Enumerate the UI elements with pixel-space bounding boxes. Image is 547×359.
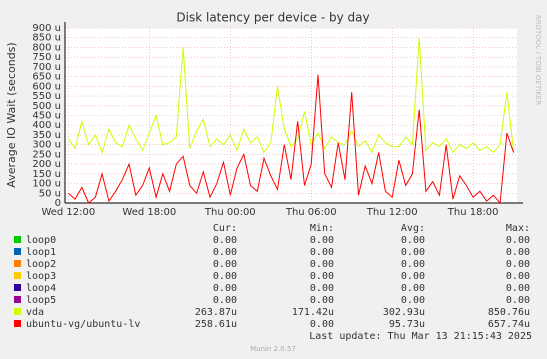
y-tick-label: 500 u	[32, 101, 61, 112]
y-tick-label: 450 u	[32, 111, 61, 122]
legend-stat: 0.00	[401, 295, 425, 306]
x-tick-label: Thu 18:00	[447, 207, 499, 218]
legend-stat: 0.00	[401, 283, 425, 294]
legend-stat: 0.00	[310, 247, 334, 258]
side-text: RRDTOOL / TOBI OETIKER	[534, 15, 542, 105]
stat-header: Cur:	[213, 223, 237, 234]
legend-stat: 258.61u	[195, 319, 237, 330]
y-tick-label: 350 u	[32, 130, 61, 141]
series-line	[67, 37, 515, 154]
y-tick-label: 0	[55, 198, 61, 209]
legend-stat: 0.00	[506, 235, 530, 246]
y-tick-label: 900 u	[32, 23, 61, 34]
y-tick-label: 50 u	[39, 188, 61, 199]
legend-swatch	[14, 248, 21, 255]
stat-header: Min:	[310, 223, 334, 234]
y-tick-label: 300 u	[32, 140, 61, 151]
y-tick-label: 150 u	[32, 169, 61, 180]
legend-label: loop2	[26, 259, 56, 270]
chart-title: Disk latency per device - by day	[176, 11, 369, 25]
legend-swatch	[14, 272, 21, 279]
legend-stat: 0.00	[506, 283, 530, 294]
legend-stat: 0.00	[506, 295, 530, 306]
x-tick-label: Thu 00:00	[204, 207, 256, 218]
legend-stat: 0.00	[213, 259, 237, 270]
stat-header: Avg:	[401, 223, 425, 234]
y-tick-label: 600 u	[32, 81, 61, 92]
legend-stat: 0.00	[401, 247, 425, 258]
y-tick-label: 650 u	[32, 72, 61, 83]
legend-label: loop0	[26, 235, 56, 246]
x-tick-label: Thu 06:00	[285, 207, 337, 218]
x-tick-label: Thu 12:00	[366, 207, 418, 218]
last-update: Last update: Thu Mar 13 21:15:43 2025	[309, 331, 532, 342]
series-line	[68, 74, 515, 205]
footer: Munin 2.0.57	[250, 345, 296, 353]
legend-stat: 0.00	[213, 271, 237, 282]
legend-swatch	[14, 284, 21, 291]
legend-stat: 0.00	[401, 235, 425, 246]
x-tick-label: Wed 18:00	[122, 207, 176, 218]
legend-stat: 0.00	[213, 247, 237, 258]
legend-label: loop5	[26, 295, 56, 306]
legend-stat: 263.87u	[195, 307, 237, 318]
y-tick-label: 850 u	[32, 33, 61, 44]
legend-label: loop4	[26, 283, 56, 294]
y-tick-label: 550 u	[32, 91, 61, 102]
legend-stat: 0.00	[213, 235, 237, 246]
y-tick-label: 100 u	[32, 179, 61, 190]
legend-swatch	[14, 296, 21, 303]
legend-stat: 95.73u	[389, 319, 425, 330]
legend-stat: 0.00	[310, 295, 334, 306]
legend-stat: 0.00	[213, 283, 237, 294]
legend-stat: 171.42u	[292, 307, 334, 318]
legend-label: ubuntu-vg/ubuntu-lv	[26, 319, 140, 330]
legend-stat: 302.93u	[383, 307, 425, 318]
legend-stat: 0.00	[401, 271, 425, 282]
legend-label: vda	[26, 307, 44, 318]
legend-swatch	[14, 260, 21, 267]
legend-label: loop3	[26, 271, 56, 282]
legend-stat: 0.00	[310, 319, 334, 330]
legend-stat: 0.00	[506, 259, 530, 270]
legend-stat: 0.00	[213, 295, 237, 306]
legend-label: loop1	[26, 247, 56, 258]
y-tick-label: 750 u	[32, 52, 61, 63]
legend-swatch	[14, 236, 21, 243]
x-tick-label: Wed 12:00	[41, 207, 95, 218]
legend-stat: 0.00	[310, 271, 334, 282]
legend-stat: 0.00	[310, 283, 334, 294]
legend-swatch	[14, 308, 21, 315]
y-tick-label: 800 u	[32, 42, 61, 53]
legend-stat: 0.00	[506, 247, 530, 258]
legend-stat: 0.00	[310, 259, 334, 270]
stat-header: Max:	[506, 223, 530, 234]
legend-stat: 657.74u	[488, 319, 530, 330]
y-tick-label: 400 u	[32, 120, 61, 131]
legend-stat: 0.00	[401, 259, 425, 270]
legend-stat: 850.76u	[488, 307, 530, 318]
y-axis-label: Average IO Wait (seconds)	[5, 42, 18, 187]
y-tick-label: 700 u	[32, 62, 61, 73]
y-tick-label: 200 u	[32, 159, 61, 170]
legend-stat: 0.00	[506, 271, 530, 282]
legend-swatch	[14, 320, 21, 327]
y-tick-label: 250 u	[32, 149, 61, 160]
legend-stat: 0.00	[310, 235, 334, 246]
